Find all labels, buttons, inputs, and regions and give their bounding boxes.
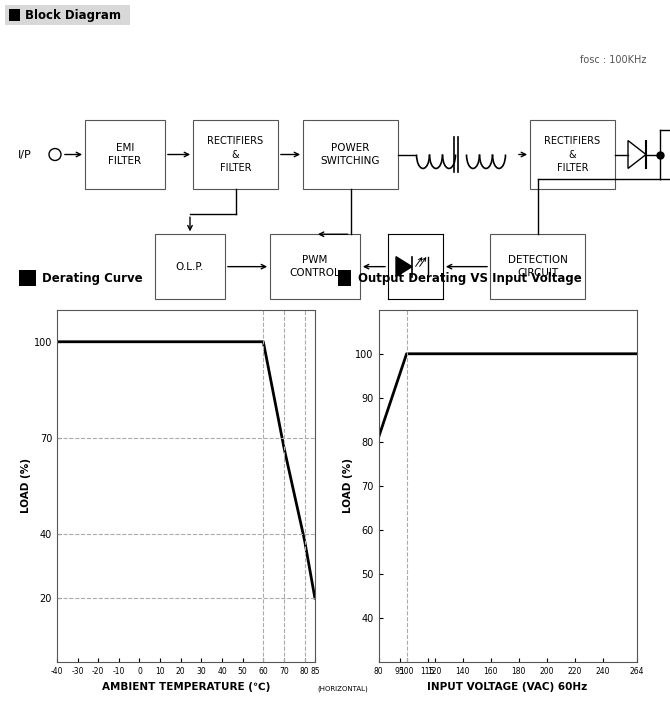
Text: DETECTION
CIRCUIT: DETECTION CIRCUIT — [508, 255, 567, 278]
X-axis label: AMBIENT TEMPERATURE (℃): AMBIENT TEMPERATURE (℃) — [102, 681, 270, 691]
Bar — [530, 120, 615, 189]
Bar — [303, 120, 398, 189]
Y-axis label: LOAD (%): LOAD (%) — [342, 459, 352, 513]
Text: I/P: I/P — [18, 150, 31, 159]
Bar — [9, 9, 20, 21]
Bar — [338, 271, 351, 286]
Bar — [270, 234, 360, 299]
Y-axis label: LOAD (%): LOAD (%) — [21, 459, 31, 513]
Text: EMI
FILTER: EMI FILTER — [109, 143, 141, 166]
Text: POWER
SWITCHING: POWER SWITCHING — [321, 143, 381, 166]
Text: RECTIFIERS
&
FILTER: RECTIFIERS & FILTER — [208, 136, 263, 173]
Text: Output Derating VS Input Voltage: Output Derating VS Input Voltage — [358, 272, 582, 285]
Bar — [155, 234, 225, 299]
Bar — [85, 120, 165, 189]
Text: PWM
CONTROL: PWM CONTROL — [289, 255, 340, 278]
Bar — [490, 234, 585, 299]
Text: (HORIZONTAL): (HORIZONTAL) — [318, 685, 368, 691]
Text: Block Diagram: Block Diagram — [25, 9, 121, 22]
Text: Derating Curve: Derating Curve — [42, 272, 142, 285]
Text: O.L.P.: O.L.P. — [176, 261, 204, 272]
Bar — [193, 120, 278, 189]
Text: RECTIFIERS
&
FILTER: RECTIFIERS & FILTER — [545, 136, 600, 173]
Polygon shape — [396, 257, 412, 276]
Bar — [5, 5, 130, 25]
Text: fosc : 100KHz: fosc : 100KHz — [580, 55, 647, 65]
X-axis label: INPUT VOLTAGE (VAC) 60Hz: INPUT VOLTAGE (VAC) 60Hz — [427, 681, 588, 691]
Bar — [19, 271, 36, 286]
